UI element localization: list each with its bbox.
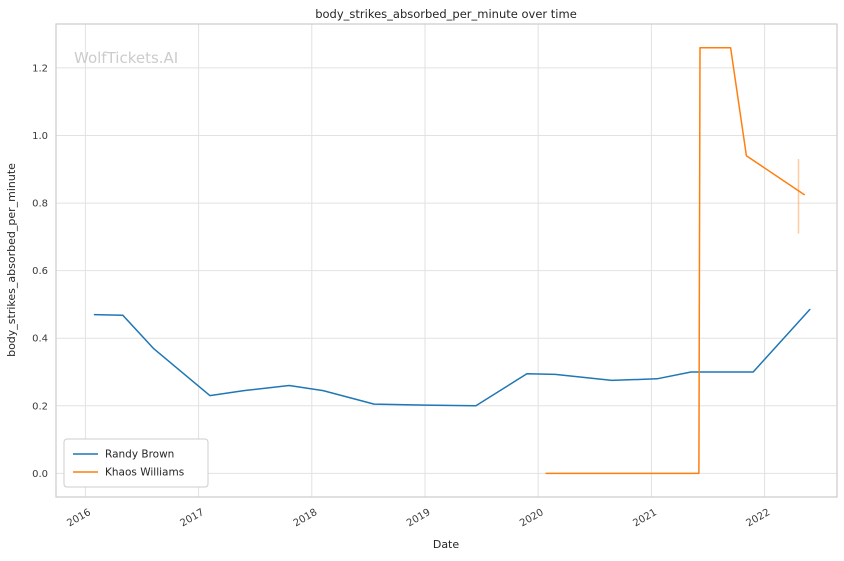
x-tick-label: 2019 <box>405 507 433 529</box>
legend-label: Khaos Williams <box>105 467 184 479</box>
y-tick-label: 0.6 <box>32 266 48 277</box>
series-line-1 <box>545 46 805 475</box>
x-tick-label: 2017 <box>179 507 207 529</box>
axes-frame <box>55 23 838 498</box>
legend: Randy Brown Khaos Williams <box>63 438 209 488</box>
x-tick-label: 2020 <box>518 507 546 529</box>
y-tick-label: 0.4 <box>32 334 48 345</box>
y-tick-label: 1.0 <box>32 131 48 142</box>
x-axis-label: Date <box>433 538 460 551</box>
watermark: WolfTickets.AI <box>74 49 178 67</box>
series-line-0 <box>93 308 811 407</box>
y-tick-label: 0.8 <box>32 199 48 210</box>
x-tick-label: 2016 <box>65 507 93 529</box>
legend-box <box>63 438 209 488</box>
y-axis-label: body_strikes_absorbed_per_minute <box>5 163 18 357</box>
y-tick-label: 0.0 <box>32 469 48 480</box>
x-tick-label: 2018 <box>292 507 320 529</box>
legend-label: Randy Brown <box>105 449 174 461</box>
x-tick-label: 2021 <box>631 507 659 529</box>
y-tick-label: 0.2 <box>32 401 48 412</box>
x-tick-label: 2022 <box>745 507 773 529</box>
chart-title: body_strikes_absorbed_per_minute over ti… <box>315 7 577 21</box>
y-tick-label: 1.2 <box>32 63 48 74</box>
